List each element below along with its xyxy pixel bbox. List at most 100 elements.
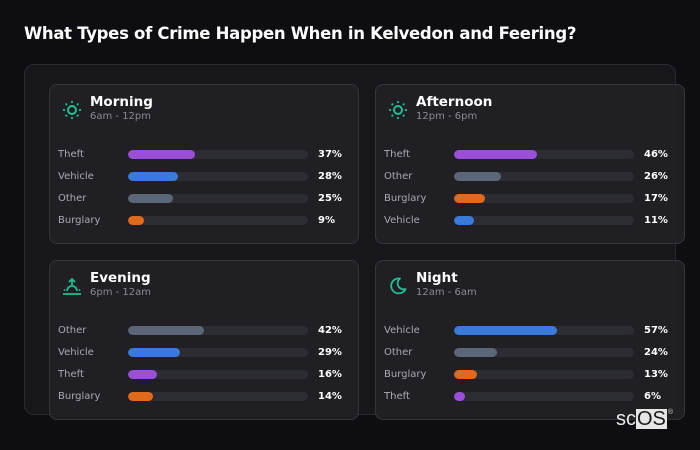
bar-fill (128, 216, 145, 225)
bar-percent: 25% (318, 193, 342, 204)
bar-row: Theft 6% (384, 389, 674, 411)
bar-fill (128, 194, 173, 203)
bar-track (128, 348, 308, 357)
bar-row: Burglary 13% (384, 367, 674, 389)
bar-fill (128, 348, 181, 357)
bar-label: Burglary (384, 369, 427, 380)
brand-reg: ® (667, 409, 674, 416)
bar-track (128, 392, 308, 401)
bar-label: Other (384, 171, 413, 182)
bar-fill (454, 150, 537, 159)
bar-fill (128, 326, 204, 335)
card-time-range: 6pm - 12am (90, 287, 152, 298)
bar-row: Other 42% (58, 323, 348, 345)
card-title: Night (416, 270, 458, 286)
bar-label: Other (58, 193, 87, 204)
bar-fill (128, 370, 157, 379)
bar-track (454, 216, 634, 225)
bar-percent: 11% (644, 215, 668, 226)
bar-row: Theft 46% (384, 147, 674, 169)
bar-label: Other (58, 325, 87, 336)
bar-track (454, 150, 634, 159)
card-afternoon: Afternoon 12pm - 6pm Theft 46% Other 26%… (375, 84, 685, 244)
brand-os: OS (636, 408, 667, 430)
card-header: Night 12am - 6am (388, 269, 477, 300)
bar-track (128, 326, 308, 335)
bar-fill (128, 172, 179, 181)
bar-row: Other 24% (384, 345, 674, 367)
bar-percent: 14% (318, 391, 342, 402)
bar-fill (454, 216, 474, 225)
card-header: Morning 6am - 12pm (62, 93, 153, 124)
bar-track (128, 172, 308, 181)
card-title: Morning (90, 94, 153, 110)
bar-track (128, 194, 308, 203)
bar-fill (128, 150, 195, 159)
bar-percent: 17% (644, 193, 668, 204)
bar-fill (454, 172, 501, 181)
bar-row: Other 25% (58, 191, 348, 213)
bar-label: Theft (58, 369, 84, 380)
bar-row: Vehicle 11% (384, 213, 674, 235)
bar-row: Vehicle 28% (58, 169, 348, 191)
bar-percent: 24% (644, 347, 668, 358)
bar-fill (128, 392, 154, 401)
card-night: Night 12am - 6am Vehicle 57% Other 24% B… (375, 260, 685, 420)
bar-fill (454, 370, 478, 379)
card-morning: Morning 6am - 12pm Theft 37% Vehicle 28%… (49, 84, 359, 244)
brand-logo: sc OS ® (616, 409, 673, 429)
bar-track (454, 326, 634, 335)
bar-percent: 42% (318, 325, 342, 336)
bar-list: Theft 46% Other 26% Burglary 17% Vehicle (384, 147, 674, 235)
bar-label: Vehicle (58, 171, 94, 182)
bar-percent: 46% (644, 149, 668, 160)
brand-sc: sc (616, 408, 636, 430)
bar-label: Vehicle (384, 325, 420, 336)
bar-row: Other 26% (384, 169, 674, 191)
bar-fill (454, 194, 485, 203)
bar-track (128, 370, 308, 379)
card-title: Afternoon (416, 94, 493, 110)
bar-percent: 9% (318, 215, 335, 226)
card-title: Evening (90, 270, 151, 286)
bar-percent: 29% (318, 347, 342, 358)
card-time-range: 12pm - 6pm (416, 111, 478, 122)
bar-label: Burglary (58, 391, 101, 402)
bar-row: Vehicle 29% (58, 345, 348, 367)
bar-track (454, 194, 634, 203)
page-title: What Types of Crime Happen When in Kelve… (24, 24, 577, 43)
bar-row: Burglary 14% (58, 389, 348, 411)
bar-track (128, 216, 308, 225)
bar-percent: 57% (644, 325, 668, 336)
bar-list: Other 42% Vehicle 29% Theft 16% Burglary (58, 323, 348, 411)
bar-row: Theft 16% (58, 367, 348, 389)
bar-label: Vehicle (58, 347, 94, 358)
bar-label: Burglary (58, 215, 101, 226)
bar-row: Theft 37% (58, 147, 348, 169)
card-time-range: 6am - 12pm (90, 111, 152, 122)
bar-label: Theft (58, 149, 84, 160)
bar-label: Vehicle (384, 215, 420, 226)
bar-percent: 16% (318, 369, 342, 380)
bar-percent: 28% (318, 171, 342, 182)
bar-row: Burglary 17% (384, 191, 674, 213)
bar-percent: 6% (644, 391, 661, 402)
bar-track (454, 348, 634, 357)
bar-row: Vehicle 57% (384, 323, 674, 345)
bar-label: Burglary (384, 193, 427, 204)
sun-icon (62, 100, 82, 120)
bar-track (454, 370, 634, 379)
bar-fill (454, 348, 498, 357)
card-evening: Evening 6pm - 12am Other 42% Vehicle 29%… (49, 260, 359, 420)
sunset-icon (62, 276, 82, 296)
bar-track (454, 392, 634, 401)
sun-icon (388, 100, 408, 120)
bar-percent: 37% (318, 149, 342, 160)
bar-track (454, 172, 634, 181)
bar-row: Burglary 9% (58, 213, 348, 235)
bar-label: Theft (384, 149, 410, 160)
card-header: Afternoon 12pm - 6pm (388, 93, 492, 124)
bar-track (128, 150, 308, 159)
card-time-range: 12am - 6am (416, 287, 477, 298)
bar-list: Theft 37% Vehicle 28% Other 25% Burglary (58, 147, 348, 235)
